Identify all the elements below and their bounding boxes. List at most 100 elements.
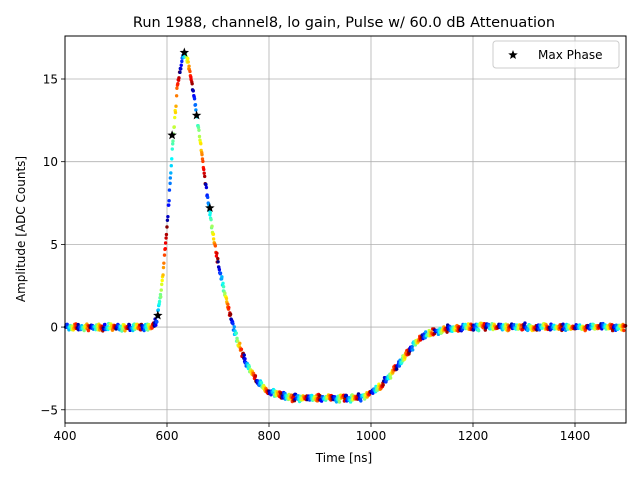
legend: Max Phase — [492, 40, 620, 69]
sample-point — [175, 86, 179, 90]
sample-point — [155, 320, 159, 324]
sample-point — [160, 278, 164, 283]
sample-point — [247, 365, 251, 369]
sample-point — [344, 393, 349, 398]
sample-point — [622, 328, 626, 333]
sample-point — [103, 322, 107, 327]
sample-point — [236, 339, 240, 343]
sample-point — [223, 291, 227, 295]
sample-point — [215, 251, 219, 255]
sample-point — [127, 323, 132, 327]
sample-point — [243, 357, 247, 361]
sample-point — [491, 327, 495, 332]
legend-label-max-phase: Max Phase — [538, 48, 602, 62]
sample-point — [204, 182, 208, 187]
grid-lines — [64, 36, 626, 423]
sample-point — [167, 188, 172, 192]
sample-point — [388, 376, 393, 380]
max-phase-star — [205, 203, 215, 213]
sample-point — [178, 70, 182, 75]
sample-point — [196, 125, 201, 130]
sample-point — [234, 331, 239, 335]
sample-point — [179, 67, 183, 71]
sample-point — [193, 102, 198, 107]
sample-point — [211, 232, 216, 236]
y-axis-label: Amplitude [ADC Counts] — [14, 156, 28, 302]
y-tick-label: 5 — [50, 238, 58, 252]
sample-point — [154, 323, 158, 327]
max-phase-star — [167, 130, 177, 140]
x-axis-label: Time [ns] — [315, 451, 372, 465]
sample-point — [199, 142, 203, 146]
sample-point — [164, 236, 168, 240]
sample-point — [179, 63, 183, 67]
sample-point — [232, 325, 236, 329]
sample-point — [162, 253, 167, 257]
sample-point — [259, 381, 264, 385]
sample-point — [221, 285, 226, 289]
sample-point — [190, 82, 194, 86]
y-tick-label: 15 — [43, 73, 58, 87]
sample-point — [191, 89, 195, 93]
sample-point — [228, 312, 233, 317]
sample-point — [201, 159, 205, 164]
sample-point — [217, 267, 222, 272]
sample-point — [82, 328, 86, 333]
sample-point — [160, 282, 164, 287]
sample-point — [167, 203, 171, 207]
y-tick-label: 10 — [43, 155, 58, 169]
sample-point — [445, 330, 449, 334]
x-tick-label: 400 — [54, 429, 77, 443]
sample-point — [170, 147, 174, 151]
sample-point — [174, 94, 179, 98]
sample-point — [395, 367, 399, 371]
sample-point — [371, 391, 375, 396]
sample-point — [170, 157, 174, 161]
x-tick-label: 1200 — [458, 429, 489, 443]
plot-frame — [64, 35, 627, 424]
sample-point — [482, 321, 487, 326]
sample-point — [213, 244, 218, 248]
sample-point — [410, 344, 414, 349]
sample-point — [403, 355, 407, 359]
sample-point — [187, 64, 191, 68]
y-tick-label: −5 — [40, 403, 58, 417]
max-phase-star — [179, 47, 190, 57]
sample-point — [202, 171, 206, 175]
sample-point — [221, 281, 225, 286]
sample-point — [411, 348, 415, 352]
sample-point — [192, 97, 197, 101]
sample-point — [173, 110, 178, 115]
sample-point — [194, 108, 198, 112]
x-tick-label: 600 — [156, 429, 179, 443]
sample-point — [206, 195, 210, 200]
sample-point — [173, 115, 177, 120]
sample-point — [65, 322, 69, 326]
sample-point — [208, 211, 213, 215]
sample-point — [159, 295, 163, 299]
sample-point — [235, 336, 239, 341]
sample-point — [231, 322, 235, 326]
sample-point — [226, 302, 230, 307]
max-phase-markers — [153, 47, 215, 320]
sample-point — [163, 241, 168, 245]
sample-point — [224, 296, 229, 301]
sample-point — [220, 275, 224, 279]
sample-point — [526, 327, 530, 332]
sample-point — [466, 322, 471, 326]
sample-point — [202, 174, 207, 179]
sample-point — [200, 152, 204, 157]
sample-point — [204, 185, 209, 190]
sample-point — [86, 328, 91, 333]
sample-point — [216, 256, 220, 261]
sample-point — [197, 128, 201, 132]
sample-point — [512, 323, 516, 327]
sample-point — [211, 237, 216, 241]
sample-point — [523, 321, 527, 325]
sample-point — [164, 232, 169, 237]
y-tick-label: 0 — [50, 321, 58, 335]
sample-point — [218, 271, 223, 275]
sample-point — [156, 308, 161, 312]
